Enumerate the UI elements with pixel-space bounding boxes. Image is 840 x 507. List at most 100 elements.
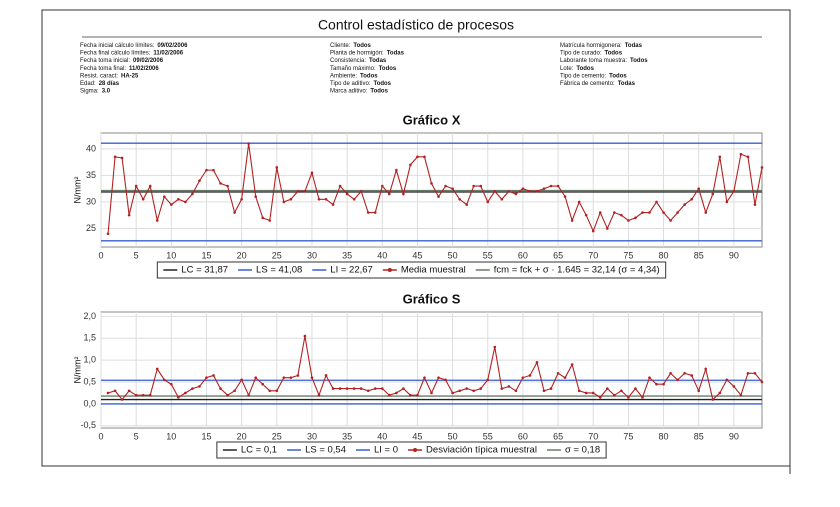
x-tick-label: 25	[272, 250, 282, 260]
x-tick-label: 0	[98, 431, 103, 441]
info-value: Todos	[379, 65, 397, 71]
data-point	[240, 378, 243, 382]
data-point	[423, 155, 426, 159]
data-point	[155, 367, 159, 371]
data-point	[162, 195, 166, 198]
info-line: Consistencia: Todas	[330, 58, 387, 64]
data-point	[282, 376, 286, 379]
info-line: Edad: 28 días	[80, 81, 120, 87]
info-line: Fecha toma inicial: 09/02/2006	[80, 58, 164, 64]
data-point	[683, 203, 686, 206]
legend-label: Desviación típica muestral	[426, 445, 537, 456]
info-label: Fecha final cálculo límites:	[80, 50, 151, 56]
data-point	[521, 376, 525, 379]
data-point	[395, 391, 398, 395]
x-tick-label: 15	[201, 250, 211, 260]
data-point	[479, 184, 483, 188]
data-point	[402, 387, 405, 390]
data-point	[275, 389, 279, 393]
data-point	[598, 211, 602, 214]
data-point	[106, 232, 110, 236]
data-point	[395, 168, 398, 172]
data-point	[725, 200, 729, 204]
x-tick-label: 50	[448, 250, 458, 260]
x-tick-label: 65	[553, 431, 563, 441]
data-point	[486, 378, 490, 382]
data-point	[472, 389, 475, 393]
data-point	[226, 184, 229, 188]
data-point	[416, 155, 419, 159]
x-tick-label: 10	[166, 250, 176, 260]
data-point	[331, 387, 335, 390]
data-point	[317, 197, 321, 201]
data-point	[296, 190, 300, 193]
data-point	[254, 195, 258, 198]
data-point	[170, 382, 173, 386]
x-tick-label: 35	[342, 250, 352, 260]
info-line: Planta de hormigón: Todas	[330, 50, 405, 56]
data-point	[198, 179, 201, 183]
data-point	[732, 190, 736, 193]
info-line: Fecha final cálculo límites: 11/02/2006	[80, 50, 184, 56]
info-line: Matrícula hormigonera: Todas	[560, 43, 643, 49]
data-point	[345, 387, 349, 390]
data-point	[683, 371, 686, 375]
data-point	[141, 393, 145, 397]
info-value: Todas	[369, 58, 387, 64]
data-point	[191, 387, 194, 390]
info-value: Todos	[370, 88, 388, 94]
info-value: HA-25	[121, 73, 139, 79]
data-point	[500, 197, 504, 201]
x-tick-label: 55	[483, 250, 493, 260]
x-tick-label: 55	[483, 431, 493, 441]
data-point	[500, 387, 504, 390]
x-tick-label: 15	[201, 431, 211, 441]
data-point	[127, 213, 131, 217]
data-point	[507, 385, 511, 388]
x-tick-label: 25	[272, 431, 282, 441]
data-point	[577, 200, 581, 204]
info-value: Todos	[609, 73, 627, 79]
data-point	[380, 387, 384, 390]
info-value: Todos	[360, 73, 378, 79]
data-point	[507, 190, 511, 193]
data-point	[261, 382, 265, 386]
data-point	[753, 371, 757, 375]
data-point	[191, 192, 194, 196]
data-point	[148, 393, 152, 397]
data-point	[423, 376, 426, 379]
data-point	[317, 393, 321, 397]
x-tick-label: 35	[342, 431, 352, 441]
data-point	[690, 374, 693, 377]
data-point	[697, 389, 701, 393]
data-point	[162, 378, 166, 382]
info-line: Fecha toma final: 11/02/2006	[80, 65, 159, 71]
data-point	[563, 195, 567, 198]
data-point	[493, 345, 497, 349]
data-point	[155, 219, 159, 222]
data-point	[212, 374, 215, 377]
data-point	[718, 391, 722, 395]
data-point	[113, 389, 117, 393]
data-point	[739, 152, 743, 156]
x-tick-label: 20	[237, 250, 247, 260]
data-point	[697, 187, 701, 190]
data-point	[141, 197, 145, 201]
data-point	[690, 197, 693, 201]
data-point	[184, 391, 187, 395]
info-label: Resist. caract:	[80, 73, 118, 79]
data-point	[205, 168, 208, 172]
data-point	[177, 197, 180, 201]
x-tick-label: 40	[377, 250, 387, 260]
info-label: Edad:	[80, 81, 96, 87]
x-tick-label: 70	[588, 431, 598, 441]
plot-area	[100, 311, 763, 429]
data-point	[240, 197, 243, 201]
data-point	[282, 200, 286, 204]
y-tick-label: 1,0	[83, 355, 96, 365]
data-point	[106, 391, 110, 395]
data-point	[641, 211, 644, 214]
data-point	[113, 155, 117, 159]
data-point	[655, 382, 658, 386]
info-value: Todos	[576, 65, 594, 71]
